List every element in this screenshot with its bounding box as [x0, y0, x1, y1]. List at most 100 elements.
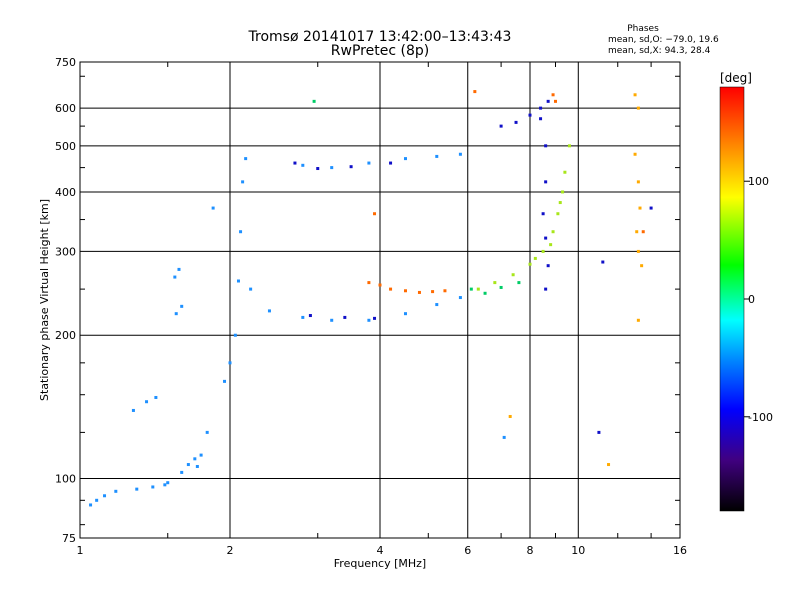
echo-point	[649, 206, 653, 210]
echo-point	[177, 267, 181, 271]
echo-point	[233, 333, 237, 337]
echo-point	[636, 180, 640, 184]
echo-point	[151, 485, 155, 489]
echo-point	[241, 180, 245, 184]
echo-point	[469, 287, 473, 291]
echo-point	[544, 144, 548, 148]
x-tick-label: 6	[464, 544, 471, 557]
echo-point	[180, 304, 184, 308]
y-axis-label: Stationary phase Virtual Height [km]	[38, 199, 51, 401]
echo-point	[636, 318, 640, 322]
echo-point	[563, 170, 567, 174]
echo-point	[539, 106, 543, 110]
x-tick-label: 2	[227, 544, 234, 557]
phase-stats-x: mean, sd,X: 94.3, 28.4	[608, 46, 711, 56]
grid-lines	[80, 62, 680, 538]
echo-point	[551, 230, 555, 234]
echo-point	[301, 163, 305, 167]
echo-point	[493, 281, 497, 285]
echo-point	[508, 414, 512, 418]
echo-point	[199, 453, 203, 457]
x-tick-label: 1	[77, 544, 84, 557]
echo-point	[403, 289, 407, 293]
echo-point	[114, 489, 118, 493]
echo-point	[389, 161, 393, 165]
echo-point	[131, 408, 135, 412]
echo-point	[403, 157, 407, 161]
echo-point	[205, 430, 209, 434]
colorbar-tick-label: 0	[748, 293, 755, 306]
echo-point	[553, 99, 557, 103]
echo-point	[95, 498, 99, 502]
echo-point	[211, 206, 215, 210]
x-axis: 1 2 4 6 8 10 16	[77, 62, 687, 557]
echo-point	[154, 395, 158, 399]
echo-point	[558, 201, 562, 205]
echo-point	[316, 167, 320, 171]
echo-point	[367, 161, 371, 165]
y-tick-label: 75	[62, 532, 76, 545]
echo-point	[312, 99, 316, 103]
echo-point	[166, 481, 170, 485]
echo-point	[435, 154, 439, 158]
echo-point	[517, 281, 521, 285]
echo-point	[301, 315, 305, 319]
echo-point	[267, 309, 271, 313]
echo-point	[373, 316, 377, 320]
echo-point	[236, 279, 240, 283]
echo-point	[343, 315, 347, 319]
chart-subtitle: RwPretec (8p)	[331, 43, 429, 59]
echo-point	[541, 249, 545, 253]
phase-stats-o: mean, sd,O: −79.0, 19.6	[608, 35, 719, 45]
echo-point	[533, 256, 537, 260]
y-axis: 75 100 200 300 400 500 600 750	[55, 56, 680, 545]
echo-point	[349, 165, 353, 169]
chart-title: Tromsø 20141017 13:42:00–13:43:43	[248, 29, 512, 45]
colorbar-label: [deg]	[720, 71, 752, 85]
echo-point	[103, 494, 107, 498]
echo-point	[239, 230, 243, 234]
echo-point	[546, 99, 550, 103]
echo-point	[135, 487, 139, 491]
echo-point	[635, 230, 639, 234]
y-tick-label: 400	[55, 186, 76, 199]
y-tick-label: 500	[55, 140, 76, 153]
echo-point	[499, 124, 503, 128]
echo-point	[514, 120, 518, 124]
echo-point	[378, 283, 382, 287]
echo-point	[638, 206, 642, 210]
echo-point	[511, 273, 515, 277]
phase-stats-heading: Phases	[627, 24, 659, 34]
colorbar-tick-label: -100	[748, 411, 773, 424]
x-tick-label: 10	[571, 544, 585, 557]
echo-point	[435, 303, 439, 307]
echo-point	[330, 318, 334, 322]
echo-point	[367, 318, 371, 322]
echo-point	[458, 296, 462, 300]
echo-point	[174, 312, 178, 316]
echo-point	[308, 314, 312, 318]
echo-point	[403, 312, 407, 316]
echo-point	[476, 287, 480, 291]
echo-point	[163, 483, 167, 487]
echo-point	[544, 287, 548, 291]
echo-point	[186, 463, 190, 467]
echo-point	[636, 249, 640, 253]
colorbar	[719, 86, 745, 512]
echo-point	[473, 90, 477, 94]
echo-point	[293, 161, 297, 165]
echo-point	[223, 379, 227, 383]
echo-point	[195, 464, 199, 468]
echo-point	[636, 106, 640, 110]
echo-point	[389, 287, 393, 291]
echo-point	[458, 152, 462, 156]
echo-point	[601, 260, 605, 264]
echo-point	[228, 361, 232, 365]
echo-point	[567, 144, 571, 148]
echo-point	[367, 281, 371, 285]
echo-point	[549, 243, 553, 247]
echo-points	[89, 90, 653, 507]
echo-point	[597, 430, 601, 434]
echo-point	[556, 212, 560, 216]
